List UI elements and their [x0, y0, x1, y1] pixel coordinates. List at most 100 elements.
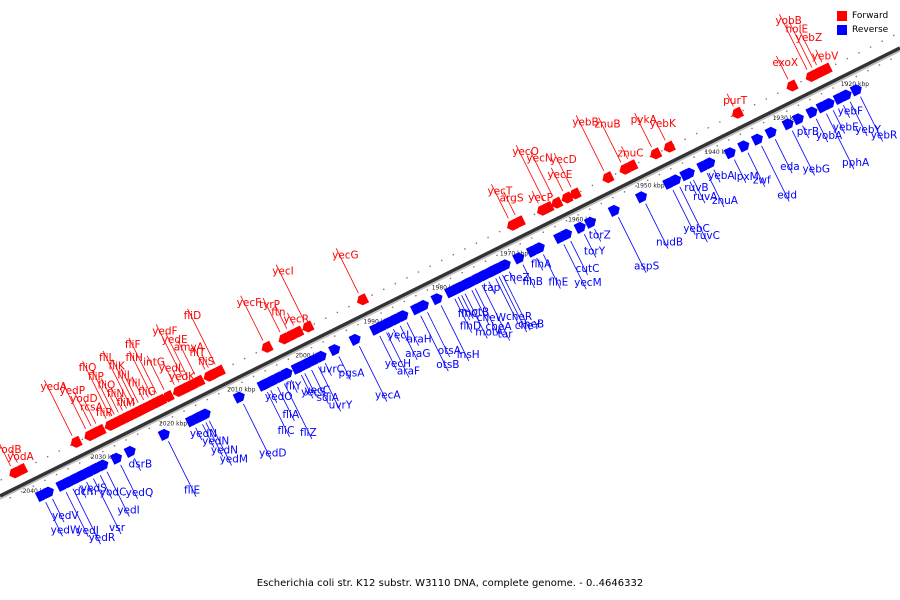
- reverse-gene-leader: [301, 374, 314, 399]
- forward-gene-label: fliG: [138, 386, 156, 398]
- reverse-gene-znuA: znuA: [696, 160, 739, 208]
- track-dot: [287, 358, 290, 360]
- track-dot: [484, 260, 487, 262]
- reverse-gene-leader: [65, 491, 89, 538]
- reverse-gene-yebA: yebA: [703, 157, 735, 183]
- reverse-gene-leader: [791, 130, 815, 176]
- forward-gene-leader: [44, 379, 73, 436]
- reverse-gene-label: yedW: [51, 524, 81, 536]
- track-dot: [20, 491, 23, 493]
- reverse-gene-arrow: [110, 452, 122, 465]
- track-dot: [345, 329, 348, 332]
- reverse-gene-label: yebG: [803, 163, 830, 175]
- forward-gene-yodA: yodA: [7, 450, 35, 475]
- forward-gene-leader: [335, 248, 359, 294]
- reverse-gene-label: yodC: [100, 486, 127, 498]
- reverse-gene-arrow: [75, 469, 88, 482]
- reverse-gene-label: yebA: [708, 170, 735, 182]
- reverse-gene-label: cheY: [515, 320, 541, 332]
- forward-gene-leader: [553, 152, 572, 188]
- forward-gene-leader: [621, 146, 629, 160]
- reverse-gene-label: ruvB: [684, 182, 708, 194]
- track-dot: [417, 271, 420, 273]
- forward-gene-label: tyrP: [259, 299, 280, 311]
- reverse-gene-label: yobA: [816, 130, 843, 142]
- reverse-gene-label: eda: [780, 161, 800, 173]
- reverse-gene-leader: [826, 113, 855, 170]
- reverse-gene-leader: [93, 478, 122, 535]
- track-dot: [858, 51, 860, 54]
- forward-gene-arrow: [155, 393, 168, 406]
- reverse-gene-leader: [202, 424, 215, 448]
- track-dot: [719, 121, 721, 123]
- track-dot: [78, 462, 81, 464]
- forward-gene-arrow: [302, 320, 315, 333]
- forward-gene-label: amyA: [174, 341, 205, 353]
- track-dot: [530, 237, 533, 239]
- track-dot: [35, 461, 37, 464]
- reverse-gene-eda: eda: [764, 126, 800, 174]
- forward-gene-label: fliN: [107, 388, 124, 400]
- forward-gene-label: yodA: [7, 451, 34, 463]
- reverse-gene-yobA: yobA: [805, 106, 843, 143]
- forward-gene-leader: [789, 22, 813, 68]
- reverse-gene-label: edd: [777, 189, 797, 201]
- forward-gene-leader: [240, 295, 264, 341]
- reverse-gene-leader: [427, 312, 451, 358]
- forward-gene-znuC: znuC: [617, 146, 644, 172]
- reverse-gene-label: znuA: [712, 195, 739, 207]
- reverse-gene-yedI: yedI: [96, 459, 140, 517]
- reverse-gene-nudB: nudB: [635, 191, 683, 249]
- track-dot: [357, 323, 359, 326]
- reverse-gene-label: yedV: [52, 510, 79, 522]
- track-dot: [800, 80, 802, 83]
- reverse-gene-dsrB: dsrB: [123, 445, 152, 471]
- reverse-gene-label: cheA: [486, 321, 513, 333]
- legend-reverse-swatch: [837, 25, 847, 35]
- forward-gene-leader: [177, 340, 196, 375]
- reverse-gene-arrow: [62, 476, 75, 489]
- reverse-gene-label: yebC: [683, 223, 710, 235]
- reverse-gene-label: yecM: [574, 277, 602, 289]
- reverse-gene-leader: [440, 305, 470, 362]
- reverse-gene-leader: [672, 189, 696, 236]
- reverse-gene-label: flhB: [523, 276, 543, 288]
- track-dot: [440, 259, 443, 262]
- reverse-gene-label: fliC: [278, 425, 295, 437]
- track-dot: [9, 496, 11, 499]
- reverse-gene-yedV: yedV: [41, 486, 79, 523]
- reverse-gene-leader: [474, 288, 498, 334]
- forward-gene-pykA: pykA: [631, 112, 663, 160]
- track-dot: [55, 473, 58, 476]
- forward-gene-fliT: fliT: [189, 345, 216, 382]
- forward-gene-arrow: [162, 390, 175, 403]
- reverse-gene-label: dcm: [74, 486, 97, 498]
- reverse-gene-leader: [283, 383, 313, 440]
- kbp-tick-label: 1920 kbp: [841, 81, 869, 88]
- kbp-tick-label: 1980 kbp: [432, 285, 460, 292]
- forward-gene-label: yecE: [547, 169, 572, 181]
- track-dot: [623, 191, 626, 193]
- track-dot: [684, 138, 686, 141]
- track-dot: [218, 392, 220, 395]
- reverse-gene-leader: [508, 271, 516, 285]
- forward-gene-label: yedA: [40, 381, 67, 393]
- track-dot: [336, 311, 339, 314]
- track-dot: [371, 294, 373, 296]
- forward-gene-purT: purT: [723, 93, 748, 119]
- reverse-gene-arrow: [525, 245, 538, 258]
- forward-gene-label: yecT: [487, 185, 512, 197]
- reverse-gene-label: yebR: [871, 129, 898, 141]
- forward-gene-label: fliO: [97, 379, 115, 391]
- reverse-gene-pgsA: pgsA: [328, 344, 365, 380]
- reverse-gene-label: vsr: [109, 522, 126, 534]
- forward-gene-label: yebZ: [796, 32, 823, 44]
- track-dot: [32, 485, 35, 487]
- reverse-gene-leader: [270, 390, 278, 404]
- reverse-gene-leader: [832, 110, 846, 134]
- track-dot: [333, 335, 336, 337]
- reverse-gene-cheZ: cheZ: [498, 259, 530, 285]
- reverse-gene-yedR: yedR: [62, 476, 115, 545]
- reverse-gene-arrow: [266, 374, 279, 387]
